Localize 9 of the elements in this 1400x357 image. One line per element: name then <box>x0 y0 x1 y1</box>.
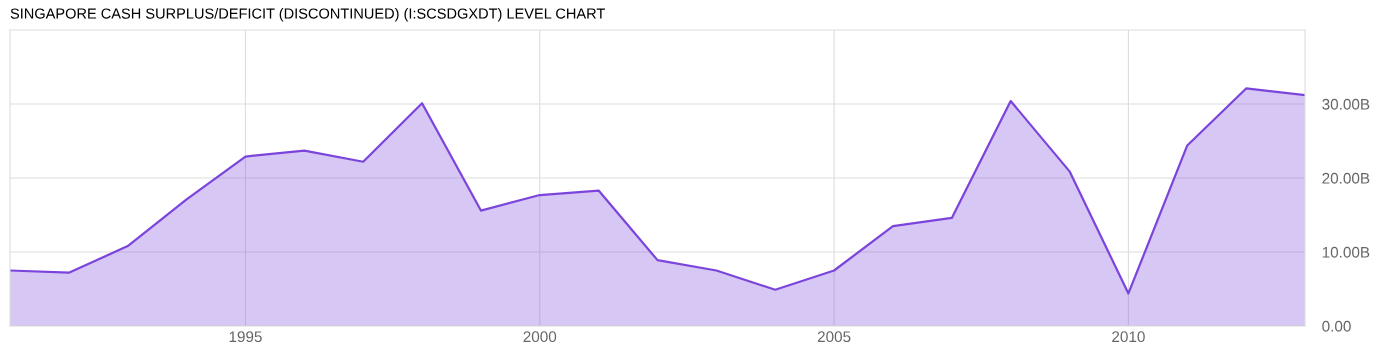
y-tick-label: 0.00 <box>1322 320 1351 332</box>
y-tick-label: 30.00B <box>1322 98 1370 110</box>
y-tick-label: 20.00B <box>1322 172 1370 184</box>
x-tick-label: 1995 <box>229 331 262 343</box>
x-tick-label: 2000 <box>523 331 557 343</box>
x-tick-label: 2010 <box>1112 331 1145 343</box>
chart-title: SINGAPORE CASH SURPLUS/DEFICIT (DISCONTINUED) (I:SCSDGXDT) LEVEL CHART <box>10 8 605 22</box>
y-tick-label: 10.00B <box>1322 246 1370 258</box>
x-tick-label: 2005 <box>817 331 851 343</box>
